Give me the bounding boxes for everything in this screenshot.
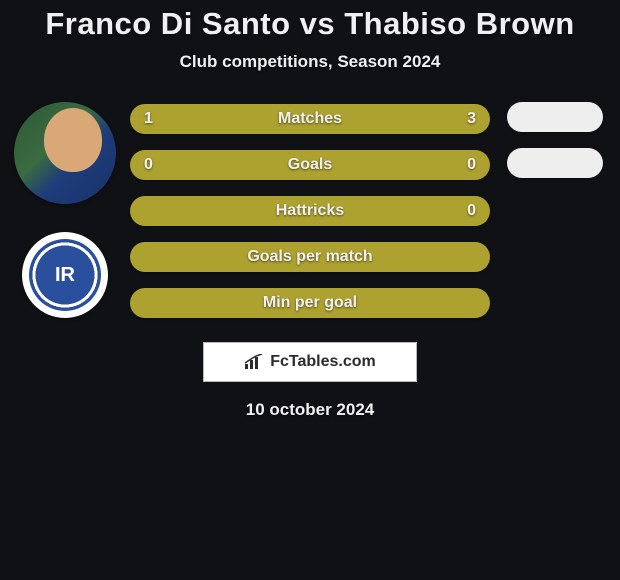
stat-bars: 1 Matches 3 0 Goals 0 Hattricks 0 Goals per matc… <box>130 102 490 318</box>
brand-text: FcTables.com <box>270 353 376 371</box>
stat-label: Hattricks <box>276 202 344 220</box>
brand-badge: FcTables.com <box>203 342 417 382</box>
stat-value-right: 0 <box>467 202 476 220</box>
stat-value-right: 3 <box>467 110 476 128</box>
opponent-pill <box>507 102 603 132</box>
stat-bar: 0 Goals 0 <box>130 150 490 180</box>
opponent-pill <box>507 148 603 178</box>
page-title: Franco Di Santo vs Thabiso Brown <box>0 6 620 42</box>
stat-label: Goals per match <box>247 248 372 266</box>
stat-label: Min per goal <box>263 294 357 312</box>
stat-bar: Min per goal <box>130 288 490 318</box>
comparison-card: Franco Di Santo vs Thabiso Brown Club co… <box>0 0 620 580</box>
comparison-body: IR 1 Matches 3 0 Goals 0 Hattricks 0 Goals per m… <box>0 102 620 318</box>
stat-label: Matches <box>278 110 342 128</box>
chart-icon <box>244 354 264 370</box>
stat-label: Goals <box>288 156 332 174</box>
opponent-pills <box>490 102 620 178</box>
club-badge: IR <box>22 232 108 318</box>
stat-value-left: 1 <box>144 110 153 128</box>
player-avatar <box>14 102 116 204</box>
stat-bar: Hattricks 0 <box>130 196 490 226</box>
player-left-column: IR <box>0 102 130 318</box>
subtitle: Club competitions, Season 2024 <box>0 52 620 72</box>
club-badge-inner: IR <box>29 239 101 311</box>
stat-bar: 1 Matches 3 <box>130 104 490 134</box>
stat-value-left: 0 <box>144 156 153 174</box>
footer-date: 10 october 2024 <box>0 400 620 420</box>
player-photo-placeholder <box>14 102 116 204</box>
stat-bar: Goals per match <box>130 242 490 272</box>
stat-value-right: 0 <box>467 156 476 174</box>
